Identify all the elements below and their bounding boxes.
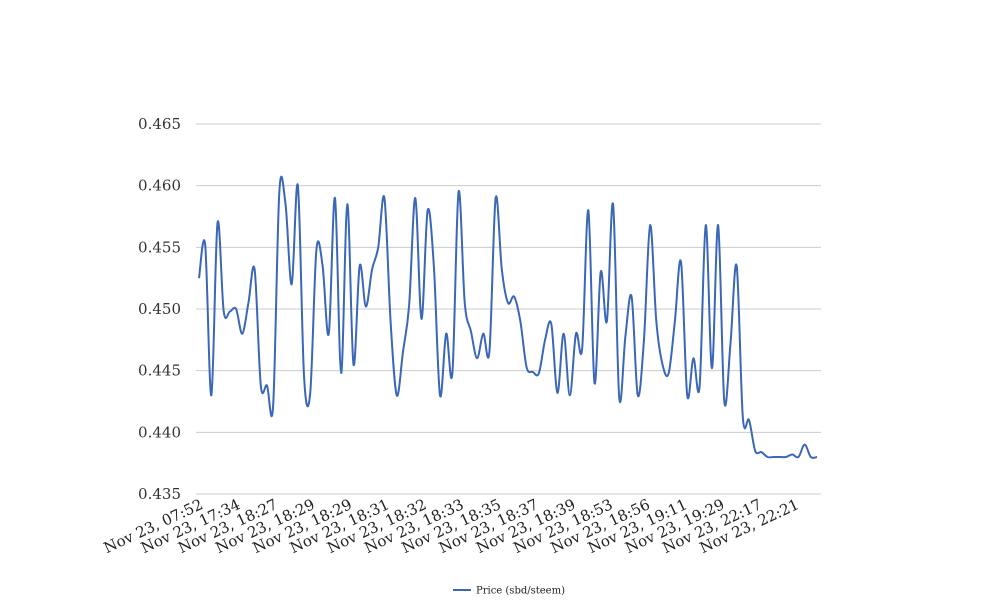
y-axis-ticks: 0.435 0.440 0.445 0.450 0.455 0.460 0.465	[138, 115, 181, 503]
y-tick-label: 0.460	[138, 177, 181, 195]
y-tick-label: 0.465	[138, 115, 181, 133]
y-tick-label: 0.455	[138, 238, 181, 256]
y-tick-label: 0.450	[138, 300, 181, 318]
legend[interactable]: Price (sbd/steem)	[453, 586, 565, 597]
gridlines	[196, 123, 821, 495]
legend-label-price: Price (sbd/steem)	[476, 586, 565, 597]
y-tick-label: 0.445	[138, 362, 181, 380]
y-tick-label: 0.440	[138, 423, 181, 441]
y-tick-label: 0.435	[138, 485, 181, 503]
series-group	[198, 175, 818, 459]
series-line-price	[198, 175, 818, 459]
